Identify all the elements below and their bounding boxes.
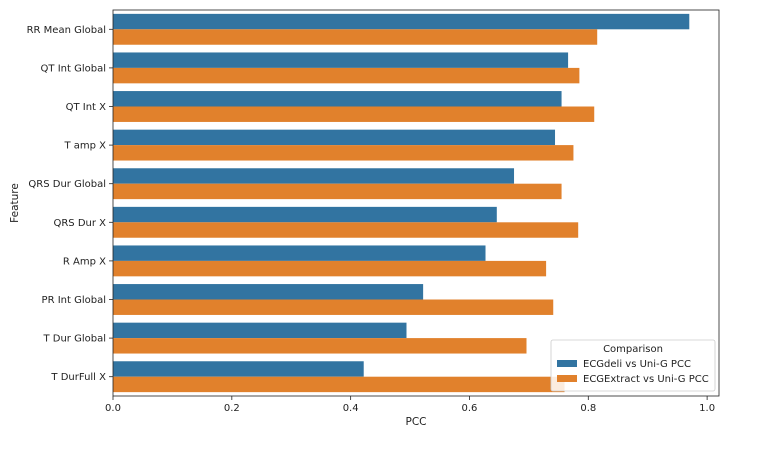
bar-ecgdeli-t-dur-global [113, 322, 407, 339]
bar-ecgextract-rr-mean-global [113, 29, 598, 45]
bar-ecgextract-qt-int-x [113, 106, 595, 122]
bar-ecgextract-t-durfull-x [113, 376, 565, 393]
legend-swatch-ecgextract [557, 375, 577, 382]
x-tick-label: 0.6 [462, 403, 478, 414]
x-tick-label: 0.4 [343, 403, 359, 414]
y-tick-label: PR Int Global [42, 295, 106, 306]
bar-ecgextract-qrs-dur-global [113, 183, 562, 200]
bar-ecgdeli-qrs-dur-global [113, 168, 515, 184]
bars-group [113, 13, 690, 393]
bar-ecgdeli-r-amp-x [113, 245, 486, 261]
y-tick-label: QT Int X [66, 102, 107, 113]
bar-ecgdeli-t-durfull-x [113, 361, 364, 377]
y-tick-label: R Amp X [63, 256, 106, 267]
legend-label-ecgdeli: ECGdeli vs Uni-G PCC [583, 359, 691, 370]
bar-ecgextract-qrs-dur-x [113, 222, 579, 238]
bar-ecgextract-pr-int-global [113, 299, 554, 315]
plot-frame [112, 9, 720, 397]
bar-ecgextract-qt-int-global [113, 67, 580, 84]
legend-box [550, 339, 716, 392]
legend-swatch-ecgdeli [557, 360, 577, 367]
bar-ecgdeli-pr-int-global [113, 284, 424, 300]
bar-ecgdeli-qt-int-x [113, 91, 562, 107]
y-tick-label: QRS Dur X [53, 218, 106, 229]
bar-ecgdeli-t-amp-x [113, 129, 556, 146]
bar-ecgextract-r-amp-x [113, 260, 547, 277]
x-tick-label: 0.8 [580, 403, 596, 414]
x-tick-label: 1.0 [699, 403, 715, 414]
bar-ecgdeli-qt-int-global [113, 52, 569, 68]
y-tick-label: T amp X [63, 141, 106, 152]
bar-ecgextract-t-dur-global [113, 338, 527, 354]
y-tick-label: QT Int Global [41, 63, 106, 74]
x-tick-label: 0.0 [105, 403, 121, 414]
legend-title: Comparison [603, 344, 663, 355]
y-tick-label: RR Mean Global [27, 25, 106, 36]
y-tick-label: QRS Dur Global [28, 179, 106, 190]
bar-ecgextract-t-amp-x [113, 145, 574, 161]
y-axis-ticks: RR Mean Global QT Int Global QT Int X T amp… [27, 25, 113, 383]
bar-ecgdeli-rr-mean-global [113, 13, 690, 30]
x-axis-ticks: 0.0 0.2 0.4 0.6 0.8 1.0 [105, 396, 715, 414]
y-axis-label: Feature [9, 183, 21, 223]
y-tick-label: T Dur Global [42, 334, 106, 345]
x-tick-label: 0.2 [224, 403, 240, 414]
y-tick-label: T DurFull X [50, 372, 106, 383]
x-axis-label: PCC [406, 416, 427, 428]
legend-label-ecgextract: ECGExtract vs Uni-G PCC [583, 374, 709, 385]
bar-ecgdeli-qrs-dur-x [113, 206, 497, 223]
legend: Comparison ECGdeli vs Uni-G PCC ECGExtra… [550, 339, 716, 392]
